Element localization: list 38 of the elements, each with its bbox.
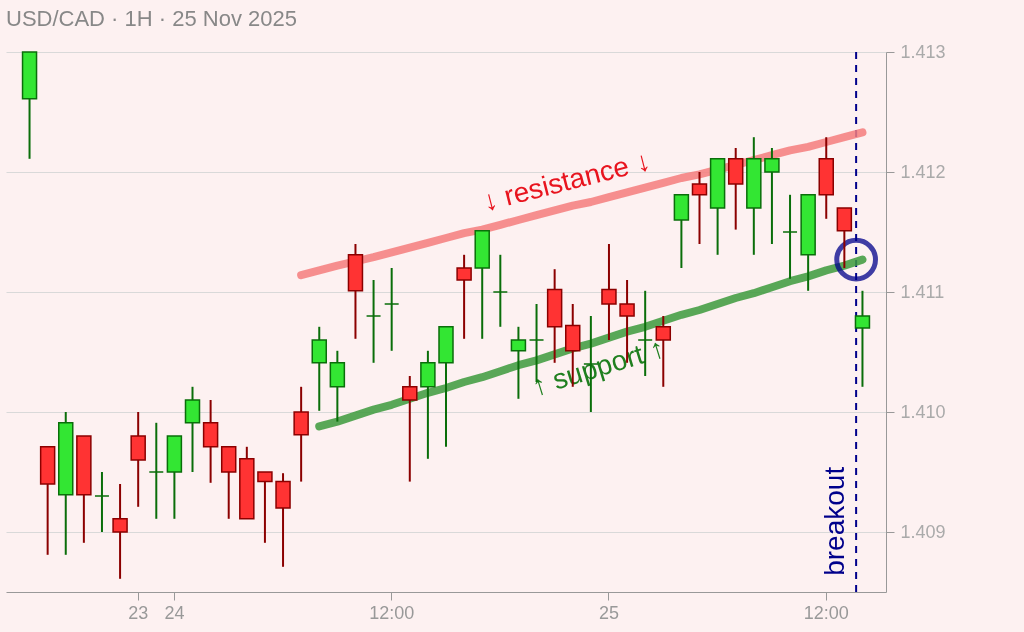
candlestick [510,325,527,400]
candlestick [420,349,436,460]
candlestick [854,289,871,388]
candlestick [402,375,418,483]
candlestick [383,267,400,352]
candlestick [492,253,509,328]
candlestick [764,147,780,245]
candlestick [329,349,346,423]
candlestick [184,385,201,473]
candlestick [293,385,309,483]
candlestick [456,253,472,340]
candlestick [311,325,327,412]
text: ↑ support ↑ [528,332,669,402]
y-tick-label: 1.409 [900,521,946,542]
x-tick-label: 12:00 [803,602,849,623]
x-tick-label: 23 [128,602,149,623]
y-tick-label: 1.411 [900,281,945,302]
y-tick-label: 1.412 [900,161,946,182]
x-tick-label: 12:00 [369,602,415,623]
text: ↓ resistance ↓ [479,144,654,218]
candlestick [655,315,672,388]
candlestick [365,279,382,364]
candlestick [782,193,798,280]
candlestick [691,171,708,245]
y-tick-label: 1.410 [900,401,946,422]
candlestick [130,411,146,508]
candlestick [94,471,110,533]
candlestick [148,421,165,520]
candlestick [112,483,128,580]
candlestick [836,207,853,269]
y-tick-label: 1.413 [900,41,946,62]
x-tick-label: 25 [598,602,619,623]
candlestick [202,399,219,484]
x-tick-label: 24 [164,602,185,623]
candlestick [257,471,273,544]
text: breakout [819,466,851,576]
chart-title: USD/CAD · 1H · 25 Nov 2025 [6,6,297,31]
candlestick [601,243,617,341]
